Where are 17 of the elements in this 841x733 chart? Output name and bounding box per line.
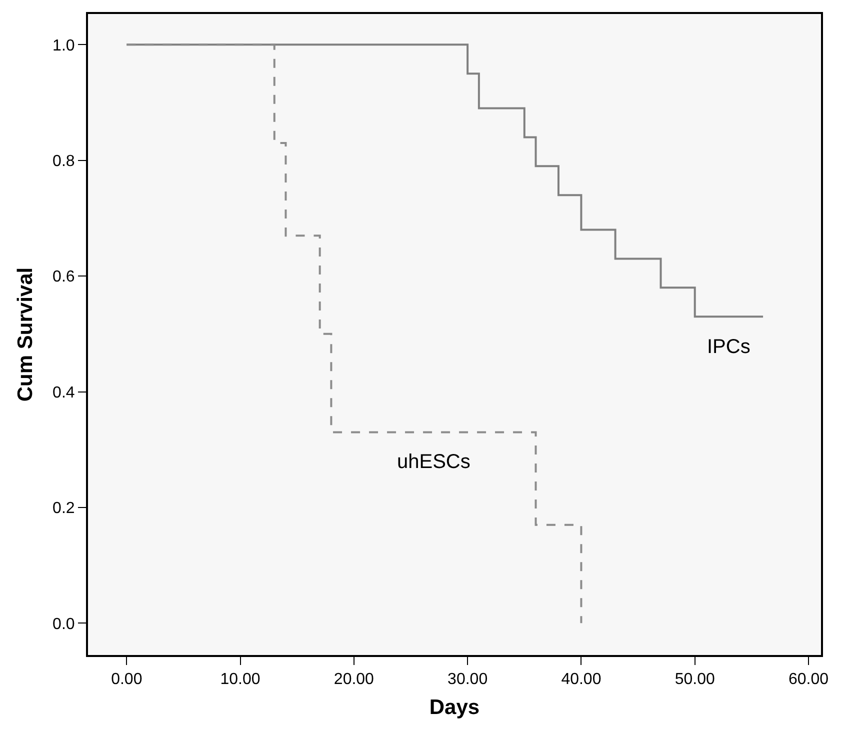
- y-axis-title: Cum Survival: [14, 267, 38, 402]
- series-label: uhESCs: [397, 451, 470, 473]
- y-tick-label: 1.0: [52, 37, 75, 54]
- x-tick-label: 0.00: [111, 671, 142, 688]
- series-label: IPCs: [707, 336, 750, 358]
- x-tick-label: 60.00: [788, 671, 829, 688]
- x-tick-label: 50.00: [674, 671, 715, 688]
- y-tick-label: 0.2: [52, 500, 75, 518]
- x-tick-label: 10.00: [220, 671, 260, 688]
- y-tick-label: 0.4: [52, 384, 75, 402]
- y-tick-label: 0.6: [52, 268, 75, 286]
- x-tick-label: 40.00: [561, 671, 602, 688]
- x-tick-label: 20.00: [334, 671, 374, 688]
- y-tick-label: 0.8: [52, 152, 75, 170]
- y-tick-label: 0.0: [52, 616, 75, 633]
- x-axis-title: Days: [429, 696, 480, 719]
- x-tick-label: 30.00: [448, 671, 488, 688]
